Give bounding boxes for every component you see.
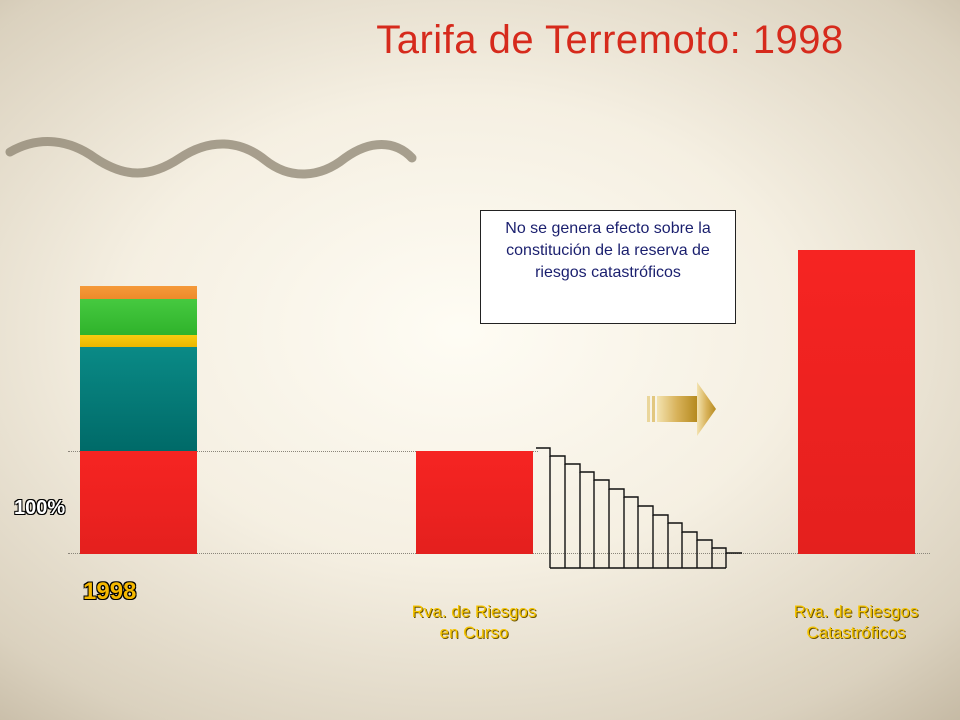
bar-1998-green-segment [80, 299, 197, 335]
year-1998-label: 1998 [83, 578, 137, 605]
label-rva-riesgos-catastroficos-line-1: Rva. de Riesgos [793, 602, 919, 621]
bar-1998-red-segment [80, 451, 197, 554]
bar-1998-orange-segment [80, 286, 197, 299]
slide-title: Tarifa de Terremoto: 1998 [376, 18, 844, 62]
label-rva-riesgos-catastroficos: Rva. de Riesgos Catastróficos [748, 601, 960, 643]
reference-line-100 [68, 451, 538, 452]
bar-rva-riesgos-curso [416, 451, 533, 554]
percent-100-label: 100% [14, 497, 66, 519]
label-rva-riesgos-catastroficos-line-2: Catastróficos [806, 623, 906, 642]
label-rva-riesgos-curso: Rva. de Riesgos en Curso [366, 601, 582, 643]
right-arrow-icon [647, 382, 716, 436]
note-callout: No se genera efecto sobre la constitució… [480, 210, 736, 324]
label-rva-riesgos-curso-line-1: Rva. de Riesgos [411, 602, 537, 621]
bar-1998-yellow-segment [80, 335, 197, 347]
bar-rva-riesgos-catastroficos [798, 250, 915, 554]
label-rva-riesgos-curso-line-2: en Curso [439, 623, 509, 642]
staircase-schedule [536, 447, 742, 569]
bar-1998-teal-segment [80, 347, 197, 451]
